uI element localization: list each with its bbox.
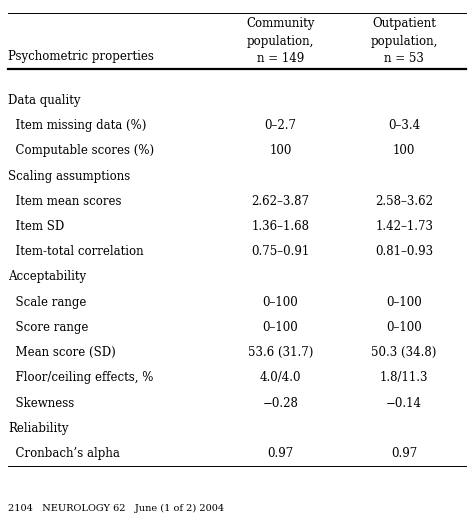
Text: 1.8/11.3: 1.8/11.3 xyxy=(380,371,428,384)
Text: 2.58–3.62: 2.58–3.62 xyxy=(375,195,433,208)
Text: 0.97: 0.97 xyxy=(267,447,293,460)
Text: 50.3 (34.8): 50.3 (34.8) xyxy=(372,346,437,359)
Text: Outpatient
population,
n = 53: Outpatient population, n = 53 xyxy=(371,18,438,65)
Text: Computable scores (%): Computable scores (%) xyxy=(8,145,154,158)
Text: 0–3.4: 0–3.4 xyxy=(388,119,420,132)
Text: Acceptability: Acceptability xyxy=(8,270,86,283)
Text: Scaling assumptions: Scaling assumptions xyxy=(8,170,130,183)
Text: Mean score (SD): Mean score (SD) xyxy=(8,346,116,359)
Text: 0.81–0.93: 0.81–0.93 xyxy=(375,245,433,258)
Text: 0.97: 0.97 xyxy=(391,447,417,460)
Text: Score range: Score range xyxy=(8,321,88,334)
Text: 1.36–1.68: 1.36–1.68 xyxy=(252,220,310,233)
Text: 0.75–0.91: 0.75–0.91 xyxy=(251,245,310,258)
Text: Reliability: Reliability xyxy=(8,422,69,435)
Text: 4.0/4.0: 4.0/4.0 xyxy=(260,371,301,384)
Text: Psychometric properties: Psychometric properties xyxy=(8,50,154,63)
Text: 1.42–1.73: 1.42–1.73 xyxy=(375,220,433,233)
Text: −0.14: −0.14 xyxy=(386,397,422,410)
Text: 100: 100 xyxy=(393,145,415,158)
Text: Item-total correlation: Item-total correlation xyxy=(8,245,144,258)
Text: Item mean scores: Item mean scores xyxy=(8,195,121,208)
Text: 0–2.7: 0–2.7 xyxy=(264,119,297,132)
Text: Skewness: Skewness xyxy=(8,397,74,410)
Text: Scale range: Scale range xyxy=(8,295,86,309)
Text: Item SD: Item SD xyxy=(8,220,64,233)
Text: 0–100: 0–100 xyxy=(386,295,422,309)
Text: 2104   NEUROLOGY 62   June (1 of 2) 2004: 2104 NEUROLOGY 62 June (1 of 2) 2004 xyxy=(8,503,224,513)
Text: 0–100: 0–100 xyxy=(386,321,422,334)
Text: Floor/ceiling effects, %: Floor/ceiling effects, % xyxy=(8,371,154,384)
Text: 100: 100 xyxy=(269,145,292,158)
Text: 53.6 (31.7): 53.6 (31.7) xyxy=(248,346,313,359)
Text: Item missing data (%): Item missing data (%) xyxy=(8,119,146,132)
Text: −0.28: −0.28 xyxy=(263,397,299,410)
Text: 0–100: 0–100 xyxy=(263,321,299,334)
Text: 2.62–3.87: 2.62–3.87 xyxy=(252,195,310,208)
Text: Data quality: Data quality xyxy=(8,94,81,107)
Text: Cronbach’s alpha: Cronbach’s alpha xyxy=(8,447,120,460)
Text: 0–100: 0–100 xyxy=(263,295,299,309)
Text: Community
population,
n = 149: Community population, n = 149 xyxy=(246,18,315,65)
